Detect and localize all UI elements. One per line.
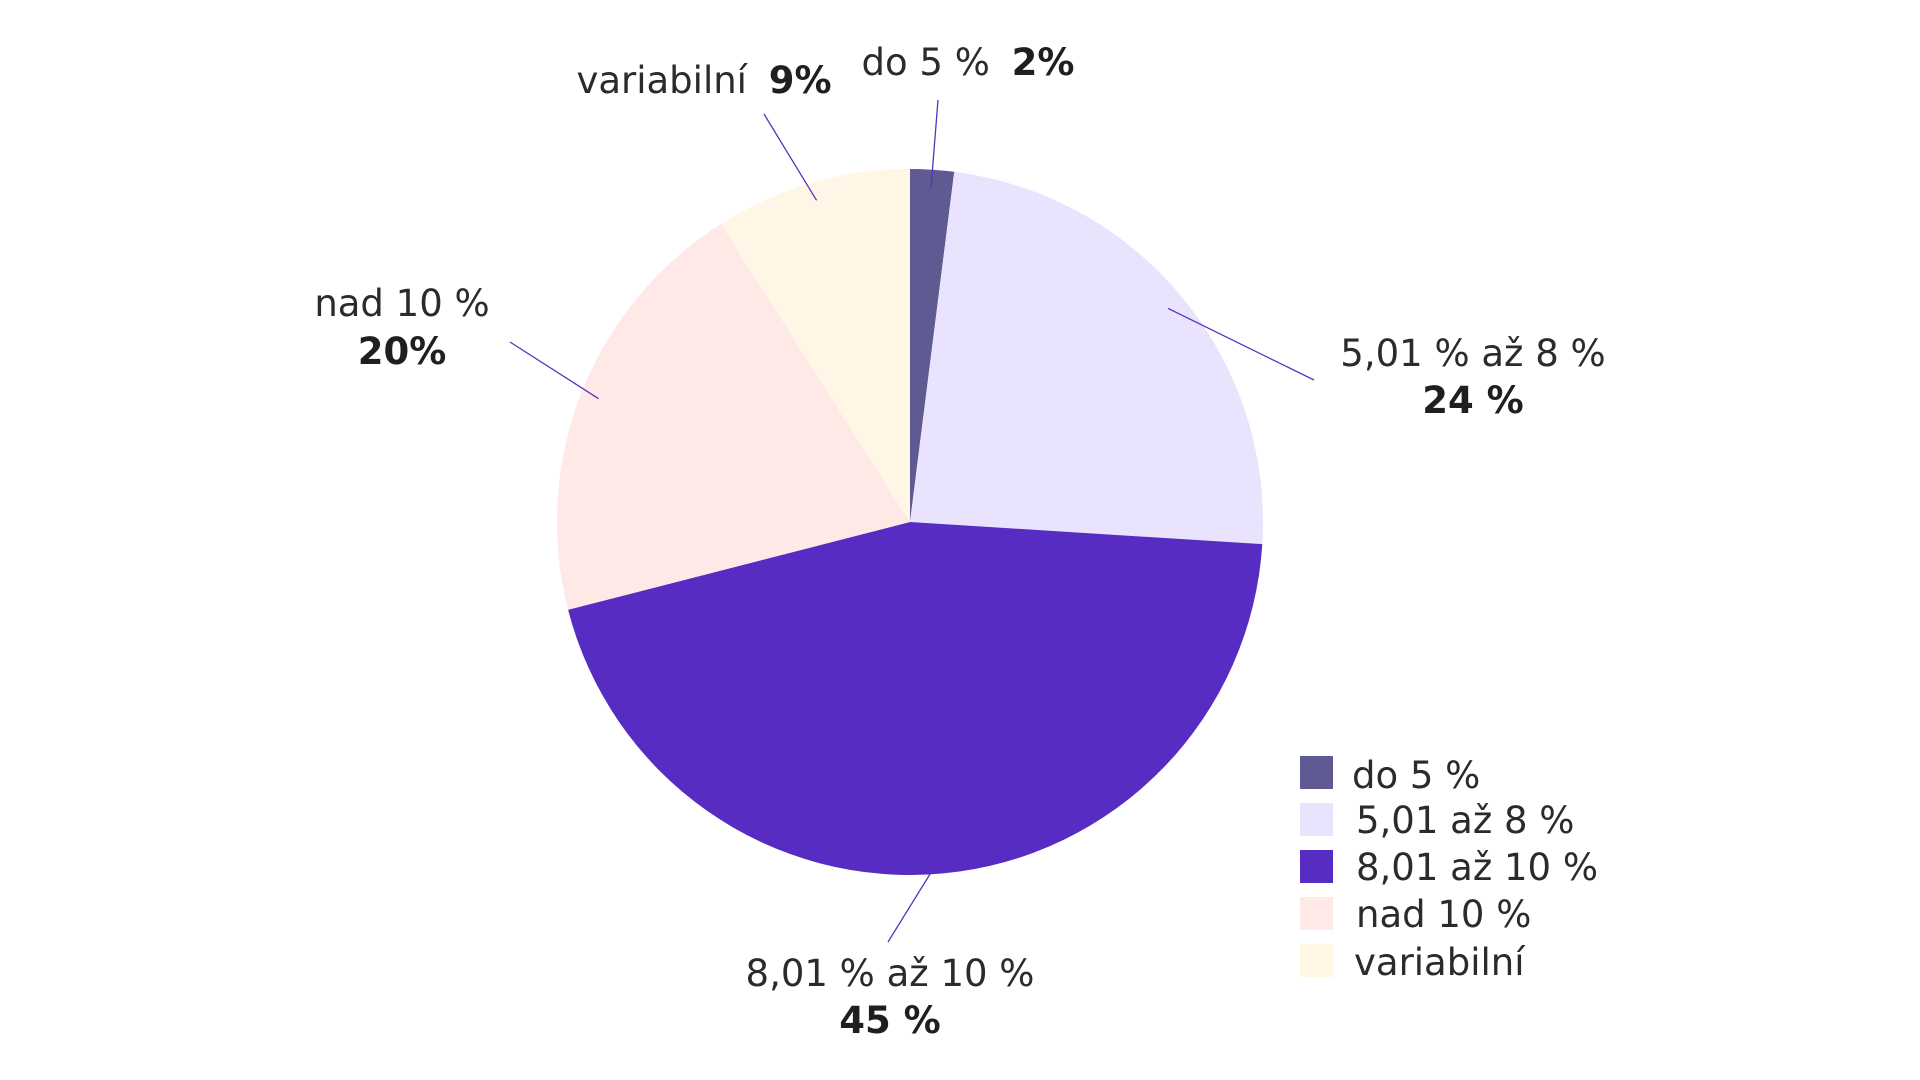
label-slice-0-name: do 5 % xyxy=(862,41,990,84)
label-slice-0: do 5 % 2% xyxy=(862,41,1075,84)
legend-label-0: do 5 % xyxy=(1352,754,1480,797)
label-slice-1-name: 5,01 % až 8 % xyxy=(1340,332,1605,375)
legend-swatch-2 xyxy=(1300,850,1333,883)
label-slice-1-value: 24 % xyxy=(1422,379,1523,422)
legend-swatch-4 xyxy=(1300,944,1333,977)
leader-line-4 xyxy=(763,113,818,201)
pie-slice-1 xyxy=(910,171,1263,545)
pie-slice-4 xyxy=(720,169,910,522)
label-slice-2-value: 45 % xyxy=(839,999,940,1042)
legend-swatch-1 xyxy=(1300,803,1333,836)
pie-slices xyxy=(557,169,1263,875)
pie-slice-3 xyxy=(557,223,910,610)
leader-lines xyxy=(509,99,1315,943)
pie-slice-0 xyxy=(910,169,955,522)
leader-line-3 xyxy=(509,341,599,400)
legend-label-3: nad 10 % xyxy=(1356,893,1531,936)
legend: do 5 % 5,01 až 8 % 8,01 až 10 % nad 10 %… xyxy=(1300,754,1598,984)
leader-line-2 xyxy=(887,855,943,943)
label-slice-3-name: nad 10 % xyxy=(314,282,489,325)
legend-label-2: 8,01 až 10 % xyxy=(1356,846,1598,889)
legend-swatch-0 xyxy=(1300,756,1333,789)
leader-line-0 xyxy=(930,99,939,188)
label-slice-3-value: 20% xyxy=(358,330,447,373)
legend-label-1: 5,01 až 8 % xyxy=(1356,799,1574,842)
legend-label-4: variabilní xyxy=(1354,941,1526,984)
label-slice-0-value: 2% xyxy=(1012,41,1075,84)
label-slice-4-value: 9% xyxy=(769,59,832,102)
label-slice-2-name: 8,01 % až 10 % xyxy=(746,952,1035,995)
legend-swatch-3 xyxy=(1300,897,1333,930)
leader-line-1 xyxy=(1167,307,1315,381)
label-slice-4: variabilní 9% xyxy=(576,59,831,102)
pie-slice-2 xyxy=(568,522,1263,875)
label-slice-4-name: variabilní xyxy=(576,59,748,102)
